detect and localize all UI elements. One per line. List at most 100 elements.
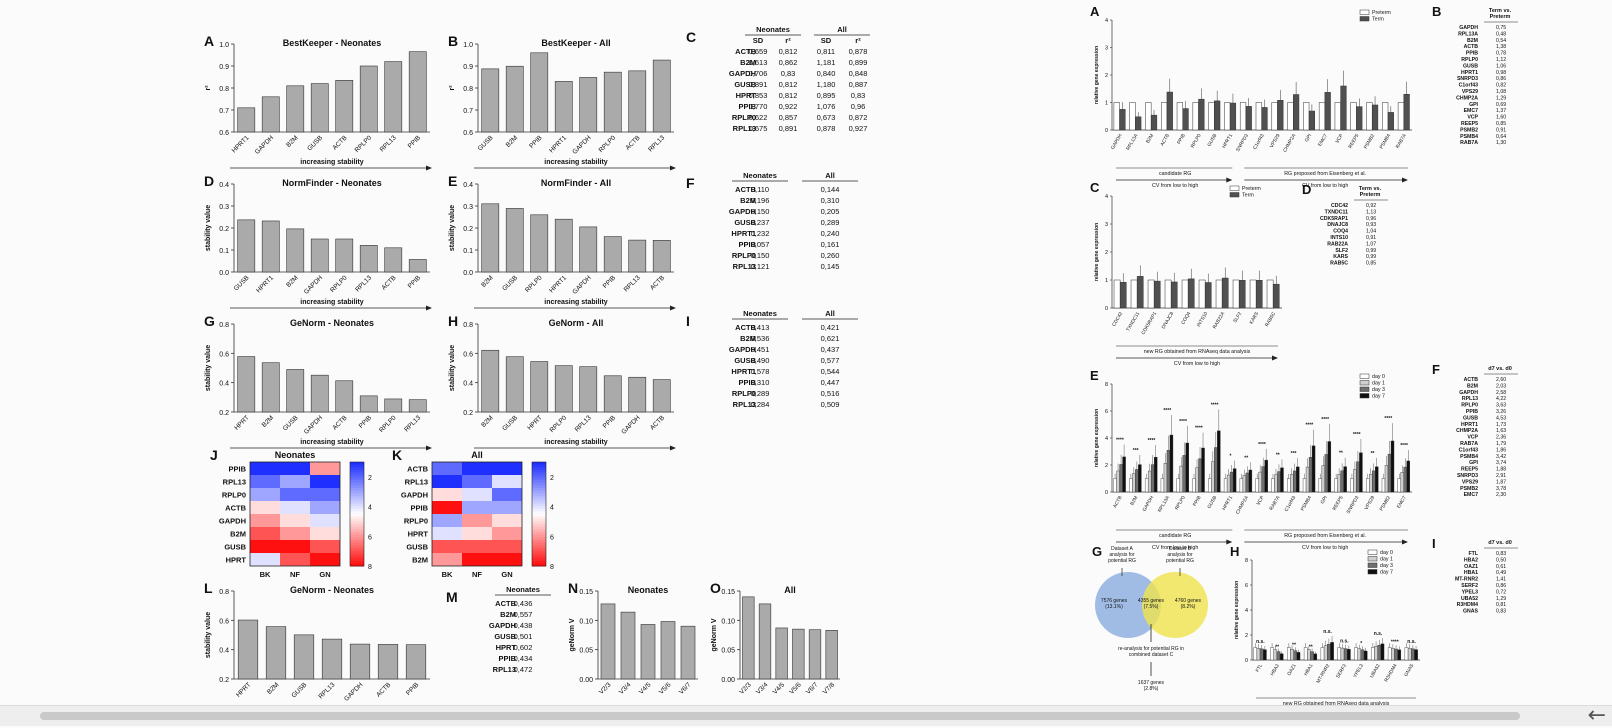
y-tick-label: 0.4 xyxy=(219,648,229,655)
y-tick-label: 4 xyxy=(1105,194,1108,200)
table-row-gene: PSMB4 xyxy=(1460,134,1478,140)
table-cell: 0,878 xyxy=(849,47,868,56)
y-tick-label: 0.00 xyxy=(579,677,593,684)
bar-day xyxy=(1276,651,1281,661)
table-cell: 0,61 xyxy=(1496,564,1506,570)
axis-arrow-icon xyxy=(670,445,676,451)
panel-letter: B xyxy=(448,33,458,49)
table-cell: 1,12 xyxy=(1496,57,1506,63)
venn-reanalysis: combined dataset C xyxy=(1129,652,1174,658)
bar xyxy=(261,362,280,413)
table-cell: 1,29 xyxy=(1496,95,1506,101)
heatmap-cell xyxy=(250,501,280,514)
heatmap-cell xyxy=(310,475,340,488)
scrollbar-thumb[interactable] xyxy=(40,712,1520,720)
significance-label: **** xyxy=(1321,417,1329,423)
bar-day xyxy=(1279,653,1284,661)
x-tick-label: B2M xyxy=(1145,133,1155,145)
panel-title: Neonates xyxy=(628,585,669,595)
heatmap-K: K All ACTB RPL13 GAPDH PPIB RPLP0 HPRT GUSB B2M BK… xyxy=(392,447,554,579)
table-cell: 0,86 xyxy=(1496,76,1506,82)
bar-day xyxy=(1380,643,1385,661)
axis-arrow-icon xyxy=(426,305,432,311)
bar-day xyxy=(1356,461,1360,493)
panel-letter: D xyxy=(1302,182,1311,197)
table-cell: 0,289 xyxy=(821,218,840,227)
table-row-gene: HPRT1 xyxy=(731,229,756,238)
table-row-gene: PSMB4 xyxy=(1460,454,1478,460)
significance-label: n.s. xyxy=(1323,629,1332,635)
legend-swatch xyxy=(350,542,364,546)
table-row-gene: SNRPD3 xyxy=(1457,473,1478,479)
heatmap-row-label: RPL13 xyxy=(223,478,246,487)
table-cell: 0,622 xyxy=(749,113,768,122)
bar-day xyxy=(1208,478,1212,493)
venn-count-center: 4355 genes xyxy=(1138,598,1165,604)
y-tick-label: 0.4 xyxy=(219,381,229,388)
heatmap-cell xyxy=(492,488,522,501)
table-cell: 2,58 xyxy=(1496,390,1506,396)
x-tick-label: SLF2 xyxy=(1232,311,1243,324)
heatmap-row-label: B2M xyxy=(230,530,246,539)
legend-swatch xyxy=(532,555,546,559)
bar-day xyxy=(1259,648,1264,661)
x-axis-label: increasing stability xyxy=(300,299,364,306)
significance-label: **** xyxy=(1353,432,1361,438)
back-arrow-icon[interactable]: ← xyxy=(1587,703,1606,728)
table-cell: 0,289 xyxy=(751,389,770,398)
legend-swatch xyxy=(532,501,546,505)
table-cell: 0,578 xyxy=(751,367,770,376)
legend-swatch xyxy=(1359,16,1370,22)
table-row-gene: CDC42 xyxy=(1331,203,1348,209)
bar-day xyxy=(1308,457,1313,493)
bar-preterm xyxy=(1208,102,1215,131)
table-cell: 0,196 xyxy=(751,196,770,205)
table-cell: 0,878 xyxy=(817,124,836,133)
bar-day xyxy=(1340,647,1345,661)
bar-preterm xyxy=(1334,102,1341,131)
legend-frame xyxy=(349,461,365,567)
table-cell: 0,237 xyxy=(751,218,770,227)
legend-swatch xyxy=(1359,393,1370,399)
heatmap-cell xyxy=(432,540,462,553)
legend-swatch xyxy=(532,462,546,466)
legend-tick-label: 6 xyxy=(368,534,372,541)
bar-day xyxy=(1264,459,1268,493)
significance-label: *** xyxy=(1291,451,1297,457)
table-cell: 0,232 xyxy=(751,229,770,238)
significance-label: ** xyxy=(1309,645,1313,651)
legend-swatch xyxy=(532,493,546,497)
legend-swatch xyxy=(350,547,364,551)
heatmap-cell xyxy=(462,462,492,475)
y-tick-label: 0.05 xyxy=(721,648,735,655)
table-header: Preterm xyxy=(1490,14,1511,20)
bar-day xyxy=(1153,456,1158,493)
y-axis-label: relative gene expression xyxy=(1094,46,1100,104)
bar-day xyxy=(1318,478,1323,493)
bar-day xyxy=(1363,650,1368,661)
bar-day xyxy=(1359,452,1363,493)
y-tick-label: 3 xyxy=(1105,46,1108,52)
table-cell: 0,602 xyxy=(514,643,533,652)
bar-day xyxy=(1374,646,1378,661)
venn-dataset-b: analysis for xyxy=(1167,552,1193,558)
y-axis-label: stability value xyxy=(205,205,212,251)
table-header: Term vs. xyxy=(1489,8,1512,14)
y-tick-label: 0.15 xyxy=(579,589,593,596)
bar-preterm xyxy=(1113,102,1120,131)
bar-day xyxy=(1239,478,1244,493)
significance-label: n.s. xyxy=(1374,631,1383,637)
table-row-gene: RAB5C xyxy=(1330,261,1348,267)
y-tick-label: 1.0 xyxy=(219,42,229,49)
x-tick-label: PPIB xyxy=(1192,495,1203,507)
horizontal-scrollbar[interactable]: ← xyxy=(0,703,1612,728)
bar-preterm xyxy=(1198,279,1206,309)
bar xyxy=(261,220,280,273)
bar xyxy=(628,376,647,413)
bar-day xyxy=(1397,478,1401,493)
bar-day xyxy=(1387,453,1392,493)
bar xyxy=(505,356,524,413)
heatmap-row-label: RPLP0 xyxy=(404,517,428,526)
